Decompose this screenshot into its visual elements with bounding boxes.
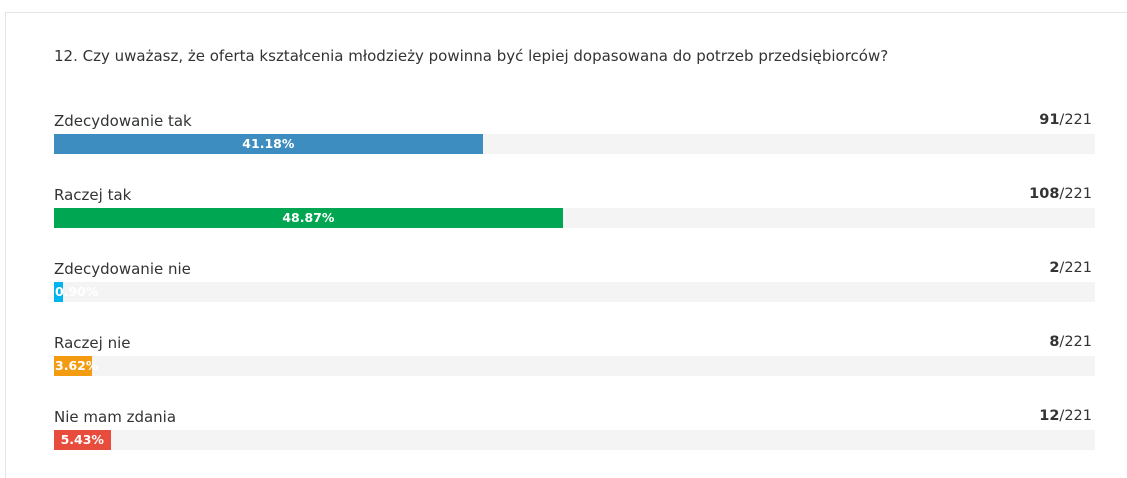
count-total: 221: [1059, 260, 1092, 276]
percent-label: 48.87%: [282, 210, 335, 225]
bar-track: 48.87%: [54, 208, 1095, 228]
bar: [54, 430, 111, 450]
bar-track: 41.18%: [54, 134, 1095, 154]
answer-label: Raczej nie: [54, 334, 131, 352]
panel: [5, 12, 1127, 478]
count-total: 221: [1059, 112, 1092, 128]
percent-label: 5.43%: [60, 432, 104, 447]
answer-row: Raczej tak 108221 48.87%: [54, 186, 1095, 236]
answer-row: Nie mam zdania 12221 5.43%: [54, 408, 1095, 458]
count-value: 91: [1039, 112, 1060, 128]
answer-count: 2221: [1049, 260, 1092, 276]
count-value: 2: [1049, 260, 1060, 276]
percent-label: 0.90%: [55, 284, 99, 299]
answer-label: Raczej tak: [54, 186, 132, 204]
bar-track: 0.90%: [54, 282, 1095, 302]
answer-label: Zdecydowanie tak: [54, 112, 192, 130]
answer-count: 91221: [1039, 112, 1092, 128]
answer-count: 8221: [1049, 334, 1092, 350]
bar: [54, 208, 563, 228]
count-total: 221: [1059, 408, 1092, 424]
bar: [54, 356, 92, 376]
answer-row: Zdecydowanie nie 2221 0.90%: [54, 260, 1095, 310]
bar-track: 3.62%: [54, 356, 1095, 376]
answer-count: 108221: [1029, 186, 1092, 202]
bar: [54, 134, 483, 154]
answer-row: Zdecydowanie tak 91221 41.18%: [54, 112, 1095, 162]
count-total: 221: [1059, 186, 1092, 202]
percent-label: 3.62%: [55, 358, 99, 373]
count-value: 12: [1039, 408, 1060, 424]
answer-count: 12221: [1039, 408, 1092, 424]
bar: [54, 282, 64, 302]
count-value: 8: [1049, 334, 1060, 350]
count-value: 108: [1029, 186, 1060, 202]
answer-label: Zdecydowanie nie: [54, 260, 191, 278]
answer-label: Nie mam zdania: [54, 408, 177, 426]
bar-track: 5.43%: [54, 430, 1095, 450]
question-title: 12. Czy uważasz, że oferta kształcenia m…: [54, 47, 889, 65]
answer-row: Raczej nie 8221 3.62%: [54, 334, 1095, 384]
percent-label: 41.18%: [242, 136, 295, 151]
count-total: 221: [1059, 334, 1092, 350]
